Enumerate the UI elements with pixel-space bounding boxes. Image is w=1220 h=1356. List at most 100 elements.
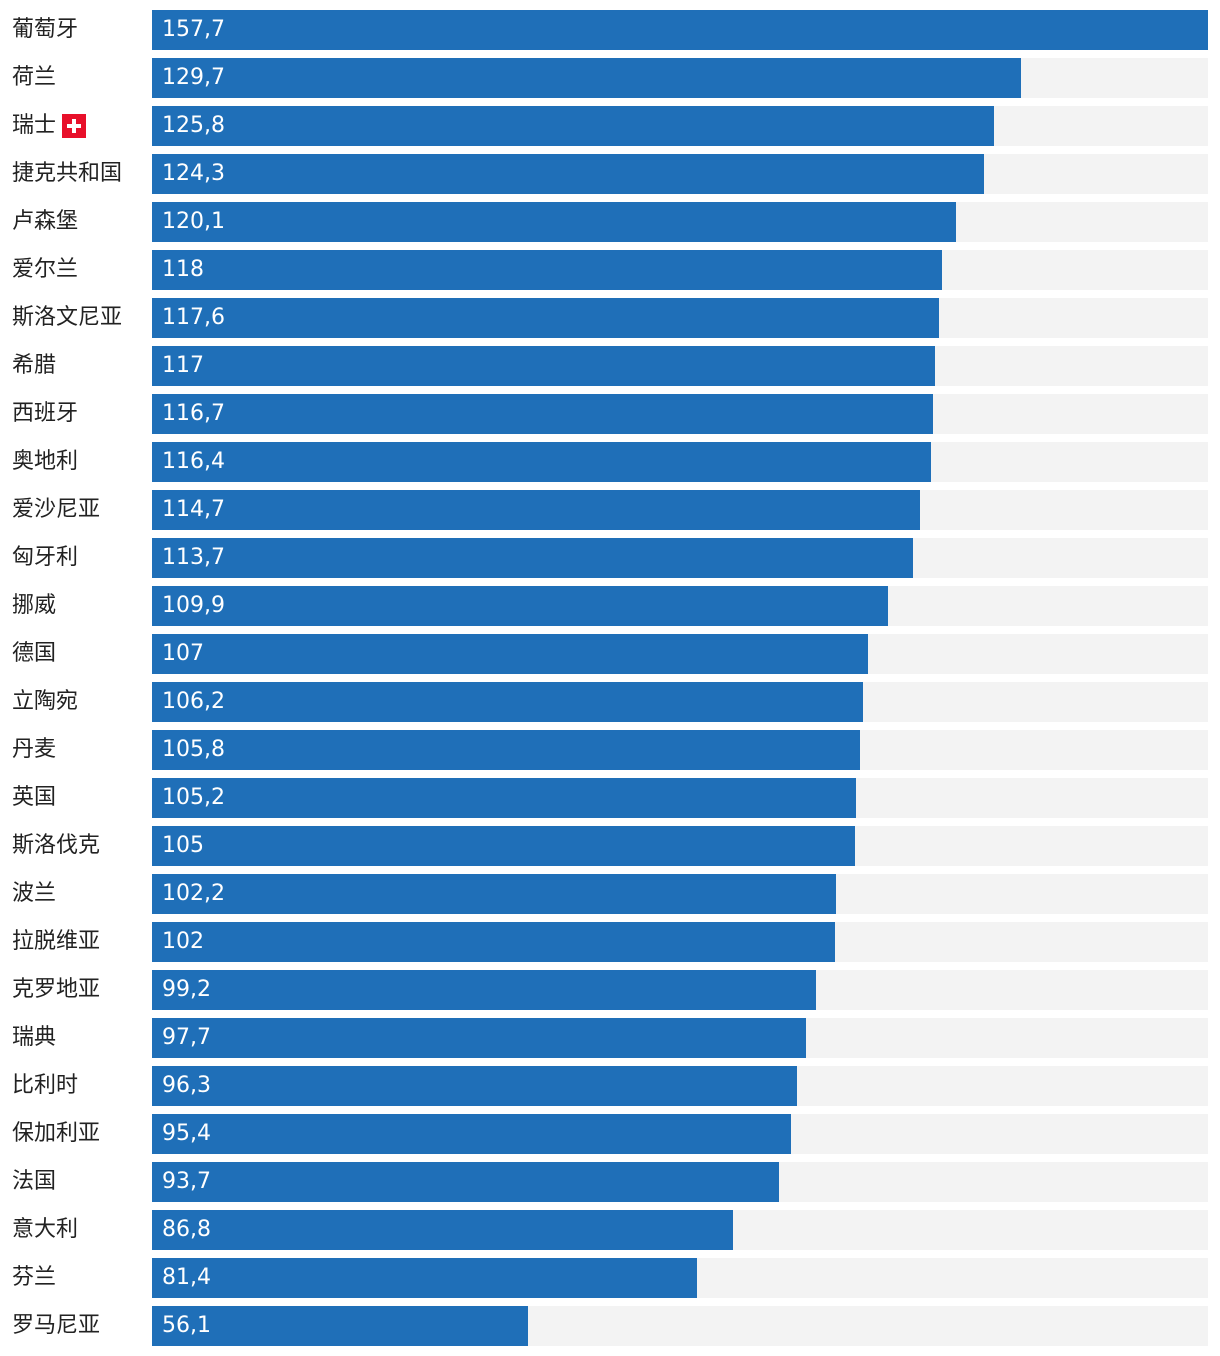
bar xyxy=(152,346,935,386)
category-label: 芬兰 xyxy=(12,1258,56,1298)
bar-row: 比利时 96,3 xyxy=(0,1066,1220,1106)
category-label-text: 保加利亚 xyxy=(12,1121,101,1146)
bar-row: 克罗地亚 99,2 xyxy=(0,970,1220,1010)
bar-row: 瑞士 125,8 xyxy=(0,106,1220,146)
category-label: 斯洛文尼亚 xyxy=(12,298,122,338)
value-label: 114,7 xyxy=(162,497,225,522)
bar-track: 107 xyxy=(152,634,1208,674)
value-label: 96,3 xyxy=(162,1073,211,1098)
bar-track: 129,7 xyxy=(152,58,1208,98)
bar-row: 挪威 109,9 xyxy=(0,586,1220,626)
bar-row: 奥地利 116,4 xyxy=(0,442,1220,482)
bar-row: 葡萄牙 157,7 xyxy=(0,10,1220,50)
category-label-text: 希腊 xyxy=(12,353,57,378)
bar-track: 96,3 xyxy=(152,1066,1208,1106)
bar-track: 116,4 xyxy=(152,442,1208,482)
bar-track: 118 xyxy=(152,250,1208,290)
bar xyxy=(152,10,1208,50)
value-label: 106,2 xyxy=(162,689,225,714)
category-label-text: 瑞士 xyxy=(12,113,57,138)
category-label: 希腊 xyxy=(12,346,56,386)
bar-track: 157,7 xyxy=(152,10,1208,50)
category-label-text: 挪威 xyxy=(12,593,57,618)
bar-row: 斯洛文尼亚 117,6 xyxy=(0,298,1220,338)
bar-row: 意大利 86,8 xyxy=(0,1210,1220,1250)
bar-track: 117 xyxy=(152,346,1208,386)
category-label: 捷克共和国 xyxy=(12,154,122,194)
bar-row: 卢森堡 120,1 xyxy=(0,202,1220,242)
value-label: 107 xyxy=(162,641,204,666)
category-label-text: 卢森堡 xyxy=(12,209,79,234)
bar xyxy=(152,298,939,338)
bar-row: 丹麦 105,8 xyxy=(0,730,1220,770)
category-label-text: 芬兰 xyxy=(12,1265,57,1290)
category-label: 爱沙尼亚 xyxy=(12,490,100,530)
value-label: 116,4 xyxy=(162,449,225,474)
bar xyxy=(152,202,956,242)
bar-row: 希腊 117 xyxy=(0,346,1220,386)
bar-track: 114,7 xyxy=(152,490,1208,530)
bar xyxy=(152,634,868,674)
bar xyxy=(152,1066,797,1106)
bar xyxy=(152,1258,697,1298)
bar xyxy=(152,1018,806,1058)
category-label: 匈牙利 xyxy=(12,538,78,578)
category-label: 荷兰 xyxy=(12,58,56,98)
value-label: 97,7 xyxy=(162,1025,211,1050)
bar xyxy=(152,874,836,914)
category-label-text: 西班牙 xyxy=(12,401,79,426)
category-label-text: 瑞典 xyxy=(12,1025,57,1050)
value-label: 118 xyxy=(162,257,204,282)
category-label-text: 法国 xyxy=(12,1169,57,1194)
bar-row: 西班牙 116,7 xyxy=(0,394,1220,434)
value-label: 129,7 xyxy=(162,65,225,90)
value-label: 81,4 xyxy=(162,1265,211,1290)
category-label: 挪威 xyxy=(12,586,56,626)
bar-row: 爱沙尼亚 114,7 xyxy=(0,490,1220,530)
value-label: 113,7 xyxy=(162,545,225,570)
value-label: 95,4 xyxy=(162,1121,211,1146)
category-label-text: 捷克共和国 xyxy=(12,161,123,186)
bar xyxy=(152,586,888,626)
category-label: 爱尔兰 xyxy=(12,250,78,290)
category-label: 比利时 xyxy=(12,1066,78,1106)
value-label: 56,1 xyxy=(162,1313,211,1338)
bar-track: 99,2 xyxy=(152,970,1208,1010)
category-label: 西班牙 xyxy=(12,394,78,434)
bar-row: 斯洛伐克 105 xyxy=(0,826,1220,866)
category-label: 拉脱维亚 xyxy=(12,922,100,962)
bar xyxy=(152,1114,791,1154)
bar-track: 97,7 xyxy=(152,1018,1208,1058)
category-label-text: 匈牙利 xyxy=(12,545,79,570)
bar-row: 法国 93,7 xyxy=(0,1162,1220,1202)
bar xyxy=(152,970,816,1010)
bar xyxy=(152,394,933,434)
bar-row: 爱尔兰 118 xyxy=(0,250,1220,290)
value-label: 116,7 xyxy=(162,401,225,426)
value-label: 102,2 xyxy=(162,881,225,906)
value-label: 105,8 xyxy=(162,737,225,762)
value-label: 105,2 xyxy=(162,785,225,810)
value-label: 124,3 xyxy=(162,161,225,186)
bar-track: 120,1 xyxy=(152,202,1208,242)
bar-row: 罗马尼亚 56,1 xyxy=(0,1306,1220,1346)
category-label-text: 立陶宛 xyxy=(12,689,79,714)
bar-track: 56,1 xyxy=(152,1306,1208,1346)
bar xyxy=(152,1306,528,1346)
category-label: 瑞典 xyxy=(12,1018,56,1058)
bar-track: 105,2 xyxy=(152,778,1208,818)
category-label-text: 罗马尼亚 xyxy=(12,1313,101,1338)
bar xyxy=(152,538,913,578)
category-label: 葡萄牙 xyxy=(12,10,78,50)
bar xyxy=(152,250,942,290)
bar xyxy=(152,730,860,770)
value-label: 93,7 xyxy=(162,1169,211,1194)
value-label: 117 xyxy=(162,353,204,378)
category-label-text: 拉脱维亚 xyxy=(12,929,101,954)
bar xyxy=(152,58,1021,98)
category-label-text: 爱尔兰 xyxy=(12,257,79,282)
bar-row: 拉脱维亚 102 xyxy=(0,922,1220,962)
bar-row: 保加利亚 95,4 xyxy=(0,1114,1220,1154)
value-label: 99,2 xyxy=(162,977,211,1002)
bar-track: 81,4 xyxy=(152,1258,1208,1298)
